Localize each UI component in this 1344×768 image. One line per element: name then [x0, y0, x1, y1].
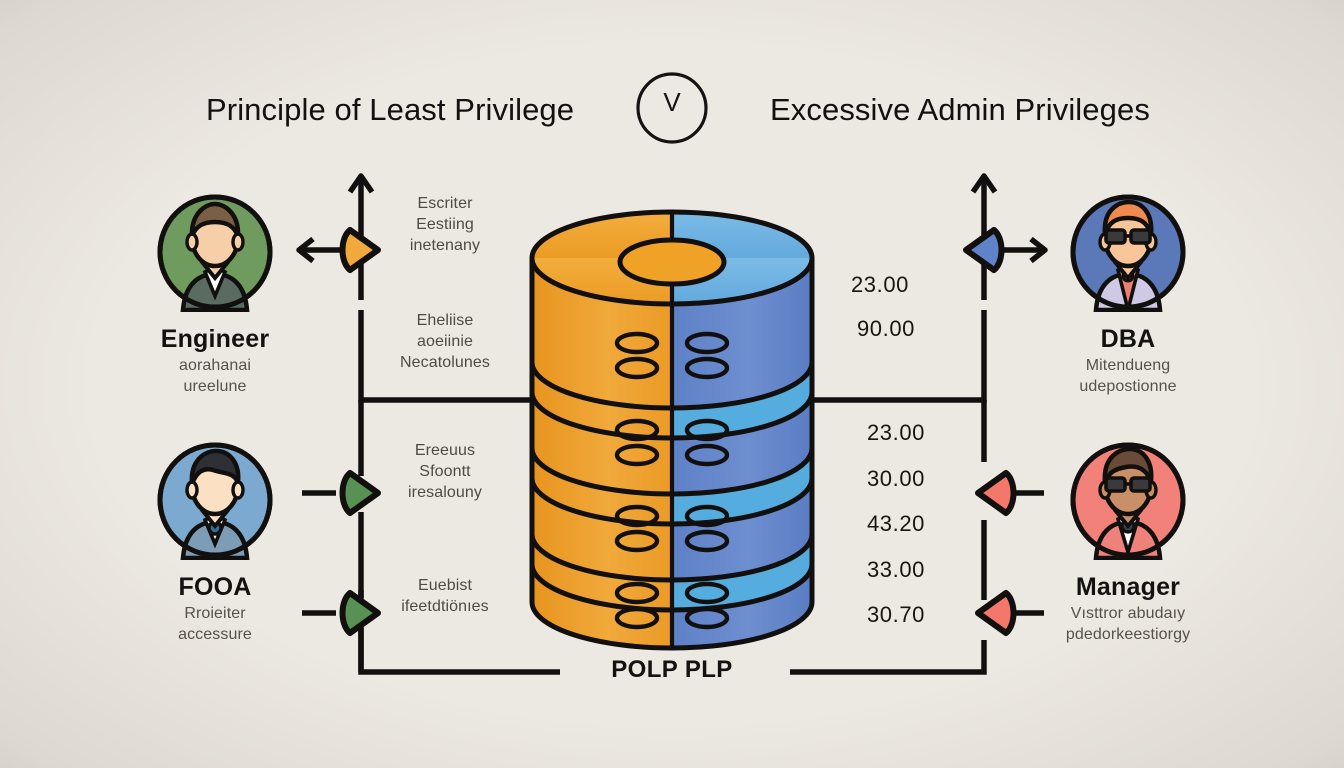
page-title-right: Excessive Admin Privileges: [770, 92, 1150, 127]
persona-name: DBA: [1100, 325, 1156, 353]
foa-marker-icon: [339, 470, 381, 516]
persona-name: Engineer: [160, 325, 270, 353]
avatar-manager: [1070, 442, 1186, 560]
annotation-1: Escriter Eestiing inetenany: [409, 195, 481, 255]
value-readout: 23.00: [866, 420, 926, 445]
versus-badge-label: V: [663, 87, 681, 117]
persona-subtitle: Vısttror abudaıy pdedorkeestiorgy: [1065, 605, 1191, 644]
value-readout: 43.20: [866, 511, 926, 536]
persona-name: FOOA: [178, 573, 252, 601]
persona-manager[interactable]: Manager Vısttror abudaıy pdedorkeestiorg…: [1018, 440, 1238, 646]
foa-marker-2-icon: [339, 590, 381, 636]
glasses-icon: [1104, 476, 1152, 493]
versus-badge-icon: [636, 72, 708, 144]
right-arrow-tip: [1029, 236, 1048, 264]
database-cylinder-icon: [529, 209, 815, 651]
right-up-arrow-tip: [970, 173, 998, 194]
value-readout: 30.00: [866, 466, 926, 491]
engineer-marker-icon: [339, 227, 381, 273]
persona-subtitle: Rroieiter accessure: [178, 605, 252, 644]
persona-engineer[interactable]: Engineer aorahanai ureelune: [105, 192, 325, 398]
right-bracket-lower: [790, 640, 987, 675]
avatar-dba: [1070, 194, 1186, 312]
left-up-arrow-tip: [347, 173, 375, 194]
annotation-3: Ereeuus Sfoontt iresalouny: [408, 442, 482, 502]
avatar-foa: [157, 442, 273, 560]
value-readout: 90.00: [856, 316, 916, 341]
annotation-4: Euebist ifeetdtiönıes: [401, 577, 489, 616]
annotation-2: Eheliise aoeiinie Necatolunes: [399, 312, 491, 372]
manager-marker-2-icon: [975, 590, 1017, 636]
left-connector-group: [296, 173, 560, 675]
value-readout: 30.70: [866, 602, 926, 627]
dba-marker-icon: [963, 227, 1005, 273]
persona-name: Manager: [1075, 573, 1181, 601]
persona-subtitle: Mitendueng udepostionne: [1079, 357, 1177, 396]
persona-dba[interactable]: DBA Mitendueng udepostionne: [1018, 192, 1238, 398]
avatar-engineer: [157, 194, 273, 312]
right-connector-group: [790, 173, 1048, 675]
persona-subtitle: aorahanai ureelune: [178, 357, 252, 396]
value-readout: 23.00: [850, 272, 910, 297]
left-arrow-tip: [296, 236, 315, 264]
database-caption: POLP PLP: [611, 656, 733, 683]
manager-marker-icon: [975, 470, 1017, 516]
persona-foa[interactable]: FOOA Rroieiter accessure: [105, 440, 325, 646]
value-readout: 33.00: [866, 557, 926, 582]
glasses-icon: [1104, 228, 1152, 245]
page-title-left: Principle of Least Privilege: [206, 92, 575, 127]
